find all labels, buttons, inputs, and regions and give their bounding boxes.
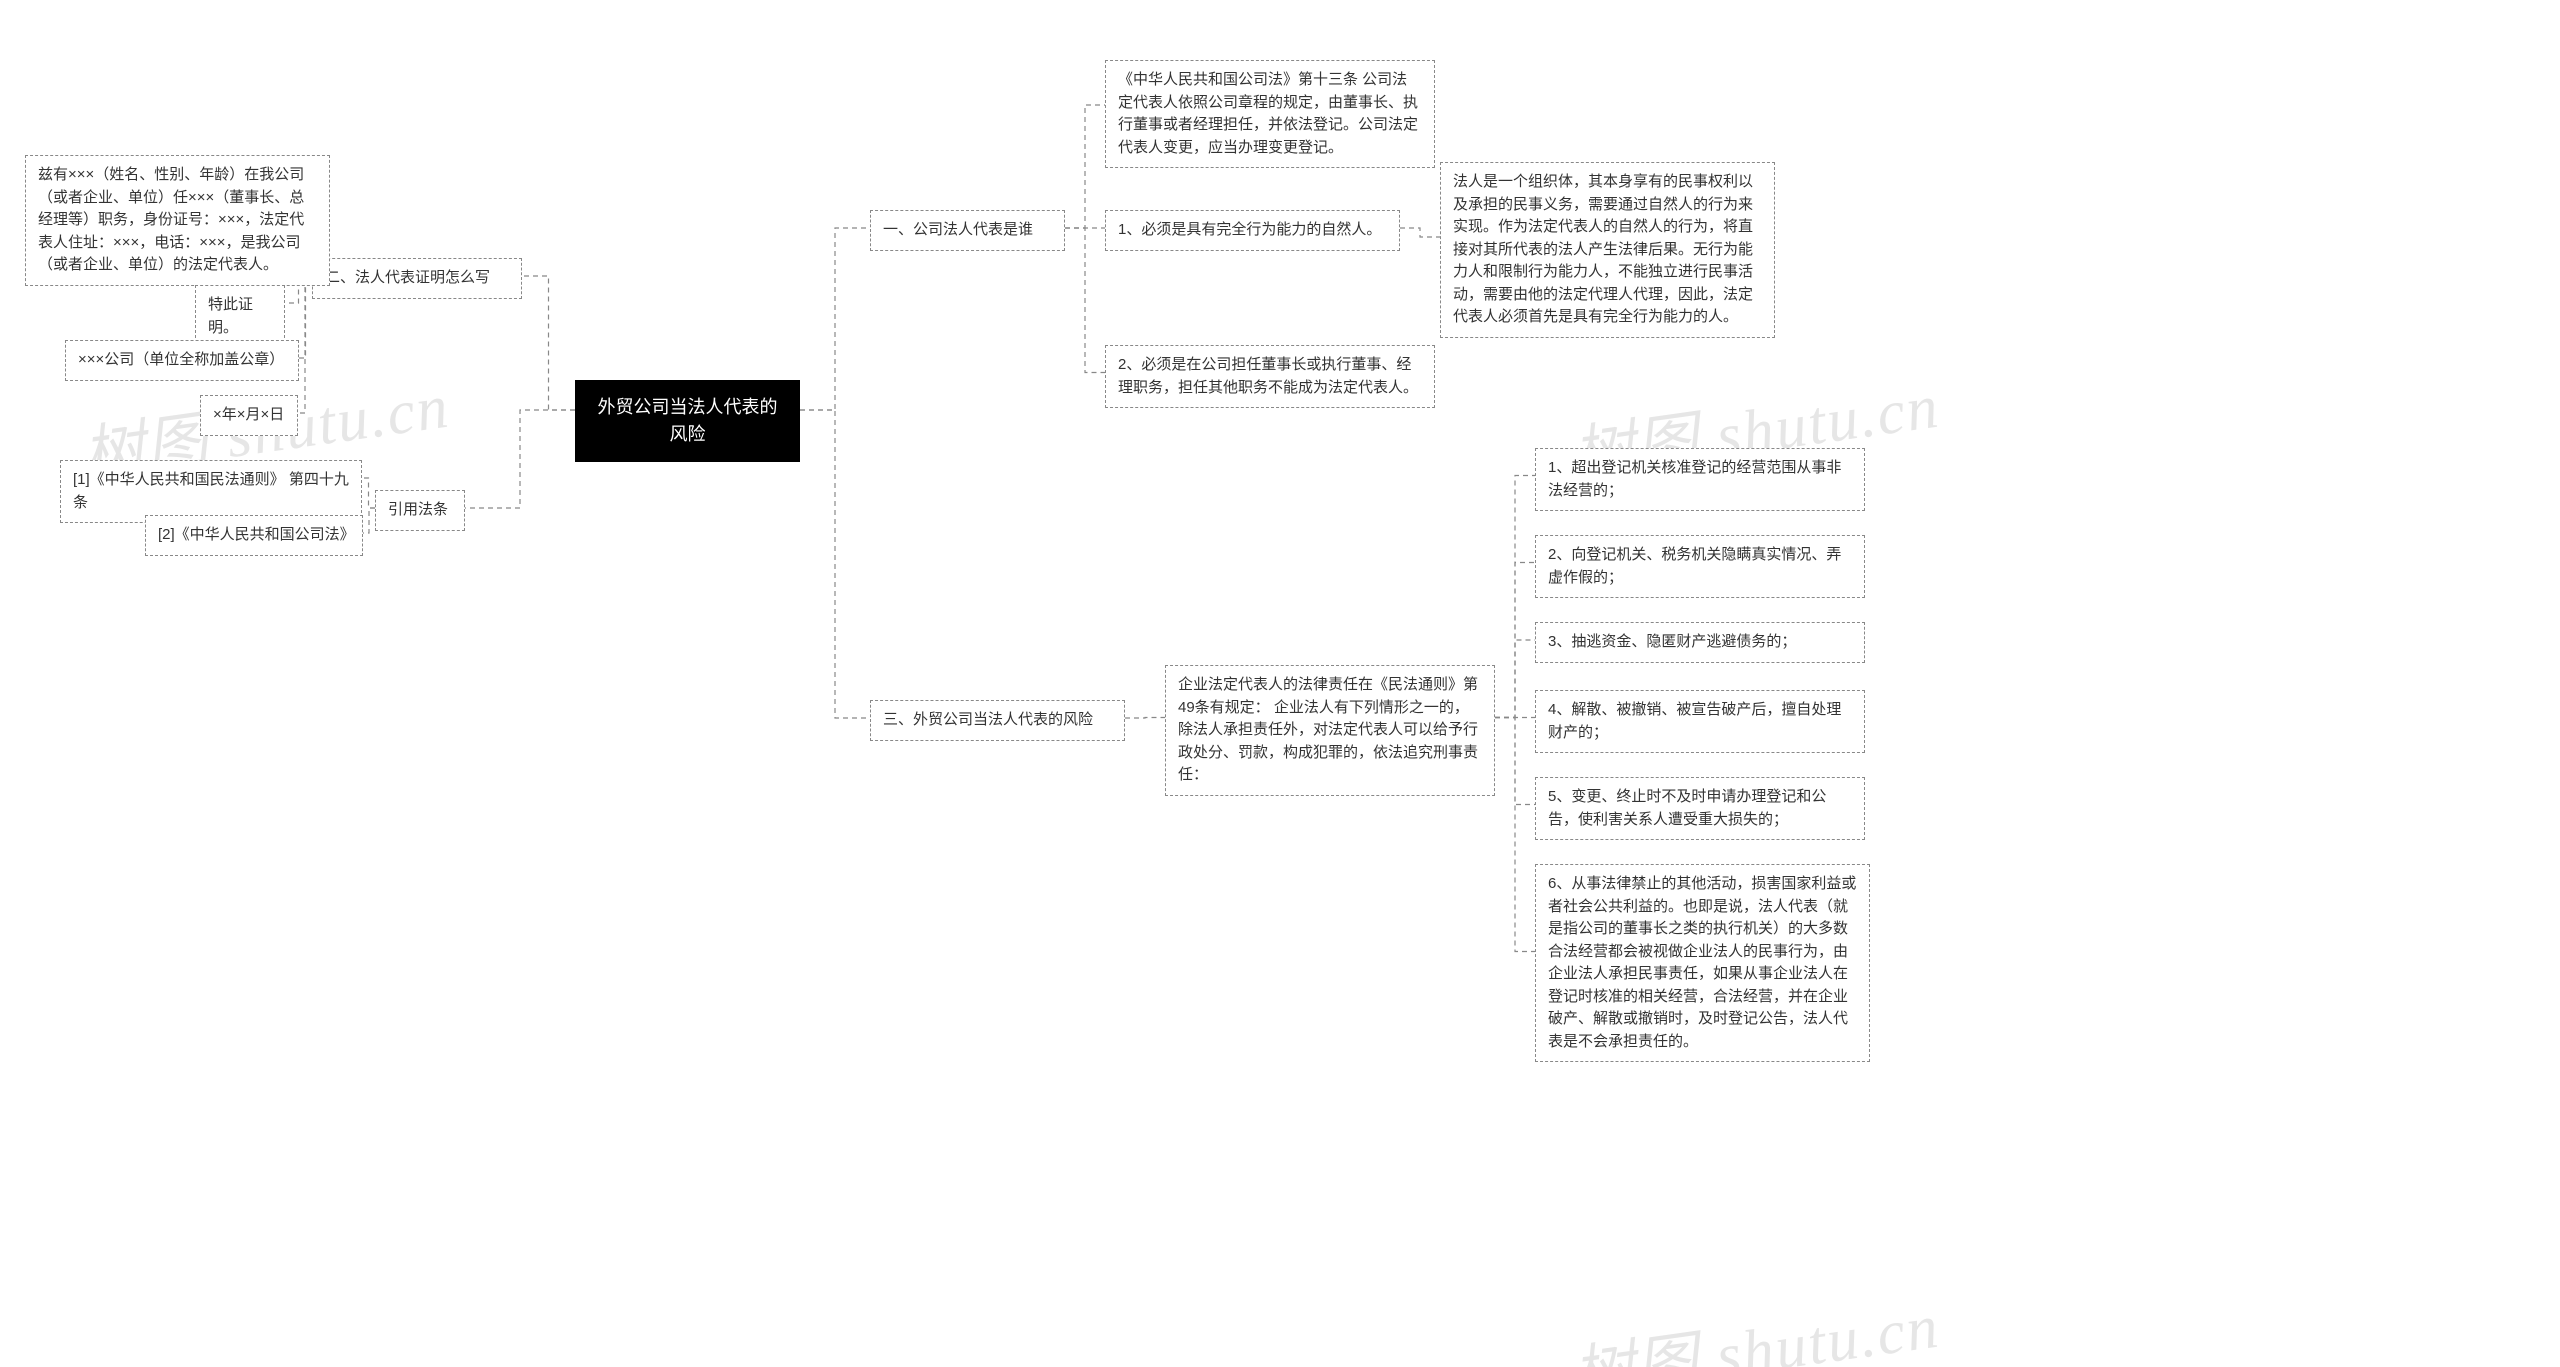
connector (1495, 476, 1535, 718)
connector (465, 410, 575, 508)
mindmap-node: 特此证明。 (195, 285, 285, 348)
mindmap-node: 一、公司法人代表是谁 (870, 210, 1065, 251)
connector (800, 228, 870, 410)
connector (298, 276, 312, 413)
connector (1495, 640, 1535, 718)
connector (522, 276, 575, 410)
mindmap-node: 1、超出登记机关核准登记的经营范围从事非法经营的； (1535, 448, 1865, 511)
mindmap-node: [2]《中华人民共和国公司法》 (145, 515, 363, 556)
root-node: 外贸公司当法人代表的风险 (575, 380, 800, 462)
mindmap-node: 2、必须是在公司担任董事长或执行董事、经理职务，担任其他职务不能成为法定代表人。 (1105, 345, 1435, 408)
connector (1125, 718, 1165, 719)
mindmap-node: 企业法定代表人的法律责任在《民法通则》第49条有规定： 企业法人有下列情形之一的… (1165, 665, 1495, 796)
mindmap-node: 《中华人民共和国公司法》第十三条 公司法定代表人依照公司章程的规定，由董事长、执… (1105, 60, 1435, 168)
mindmap-node: 4、解散、被撤销、被宣告破产后，擅自处理财产的； (1535, 690, 1865, 753)
watermark: 树图 shutu.cn (1566, 1275, 1945, 1367)
connector (1495, 718, 1535, 805)
connector (1495, 718, 1535, 952)
mindmap-node: 二、法人代表证明怎么写 (312, 258, 522, 299)
mindmap-node: 三、外贸公司当法人代表的风险 (870, 700, 1125, 741)
connector (299, 276, 312, 358)
connector (362, 478, 375, 508)
connector (363, 508, 375, 533)
mindmap-node: 5、变更、终止时不及时申请办理登记和公告，使利害关系人遭受重大损失的； (1535, 777, 1865, 840)
mindmap-node: 6、从事法律禁止的其他活动，损害国家利益或者社会公共利益的。也即是说，法人代表（… (1535, 864, 1870, 1062)
mindmap-node: 3、抽逃资金、隐匿财产逃避债务的； (1535, 622, 1865, 663)
mindmap-node: ×××公司（单位全称加盖公章） (65, 340, 299, 381)
connector (800, 410, 870, 718)
mindmap-node: 法人是一个组织体，其本身享有的民事权利以及承担的民事义务，需要通过自然人的行为来… (1440, 162, 1775, 338)
connector (1065, 105, 1105, 228)
connector (1400, 228, 1440, 237)
mindmap-node: 引用法条 (375, 490, 465, 531)
mindmap-node: 1、必须是具有完全行为能力的自然人。 (1105, 210, 1400, 251)
mindmap-node: 2、向登记机关、税务机关隐瞒真实情况、弄虚作假的； (1535, 535, 1865, 598)
mindmap-node: ×年×月×日 (200, 395, 298, 436)
mindmap-node: 兹有×××（姓名、性别、年龄）在我公司（或者企业、单位）任×××（董事长、总经理… (25, 155, 330, 286)
connector (1495, 563, 1535, 718)
mindmap-node: [1]《中华人民共和国民法通则》 第四十九条 (60, 460, 362, 523)
connector (1065, 228, 1105, 373)
watermark: cn (560, 1341, 632, 1367)
